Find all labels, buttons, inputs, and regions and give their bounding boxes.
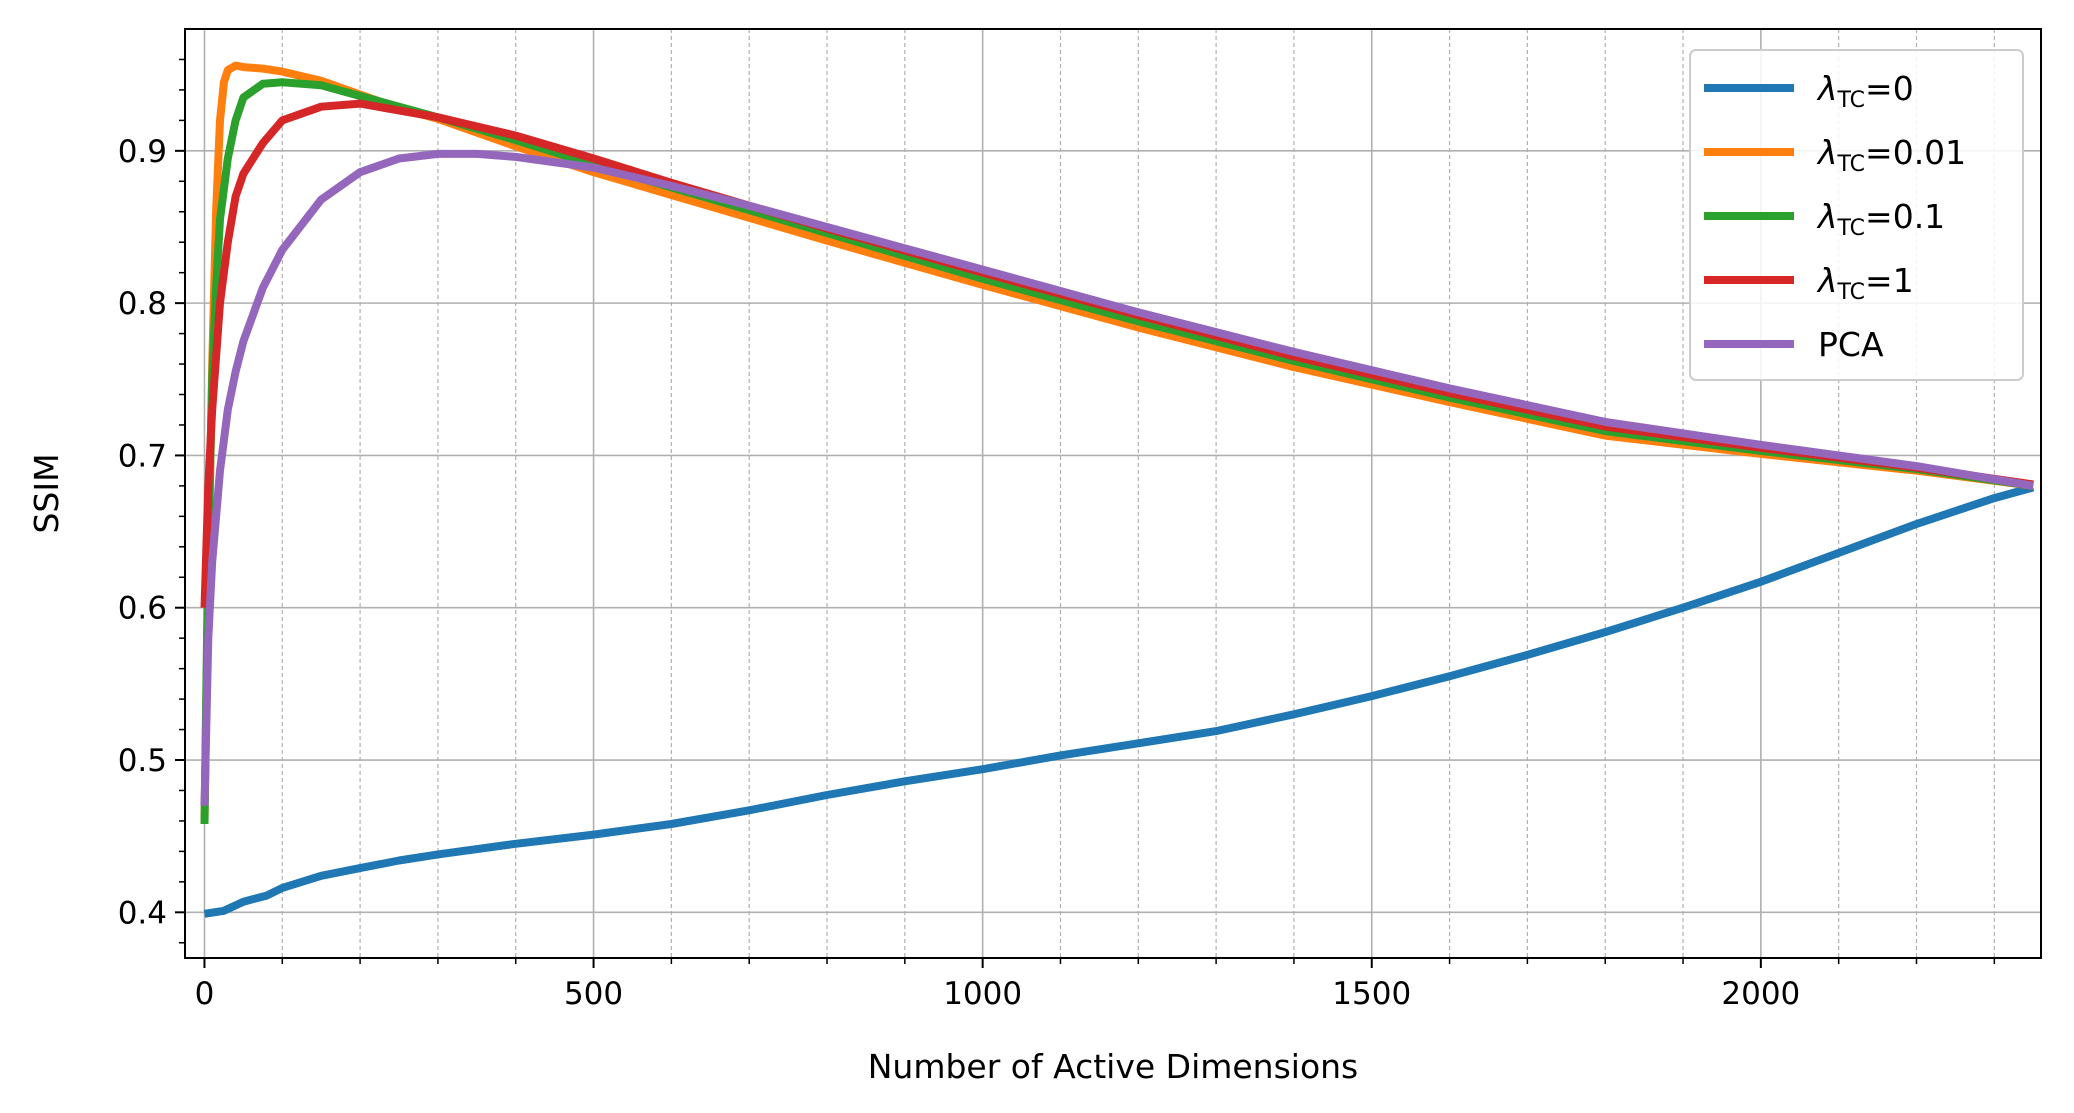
- axis-tick-labels: 0 500 1000 1500 2000 0.4 0.5 0.6 0.7 0.8 0.9: [118, 134, 1801, 1012]
- minor-grid: [281, 29, 1995, 958]
- y-tick-label: 0.8: [118, 286, 167, 322]
- series-line-4: [200, 149, 2034, 806]
- legend-label-4: PCA: [1818, 325, 1884, 364]
- y-tick-label: 0.7: [118, 438, 167, 474]
- x-tick-label: 1000: [943, 976, 1022, 1012]
- x-tick-label: 1500: [1332, 976, 1411, 1012]
- legend-box: [1689, 49, 2024, 381]
- series-line-0: [203, 483, 2035, 918]
- series-line-3: [200, 99, 2034, 608]
- legend: λTC=0 λTC=0.01 λTC=0.1 λTC=1 PCA: [1689, 49, 2024, 381]
- y-tick-label: 0.9: [118, 134, 167, 170]
- x-tick-label: 2000: [1721, 976, 1800, 1012]
- x-tick-label: 500: [564, 976, 623, 1012]
- y-axis-title: SSIM: [27, 453, 66, 533]
- y-tick-label: 0.5: [118, 743, 167, 779]
- y-tick-label: 0.6: [118, 591, 167, 627]
- legend-label-2: λTC=0.1: [1816, 197, 1945, 241]
- legend-label-1: λTC=0.01: [1816, 133, 1966, 177]
- series-lines: [200, 61, 2035, 918]
- axis-ticks: [175, 58, 1996, 968]
- x-tick-label: 0: [195, 976, 215, 1012]
- plot-area-frame: [184, 28, 2042, 959]
- legend-label-0: λTC=0: [1816, 69, 1914, 113]
- x-axis-title: Number of Active Dimensions: [868, 1047, 1359, 1086]
- legend-label-3: λTC=1: [1816, 261, 1914, 305]
- y-tick-label: 0.4: [118, 895, 167, 931]
